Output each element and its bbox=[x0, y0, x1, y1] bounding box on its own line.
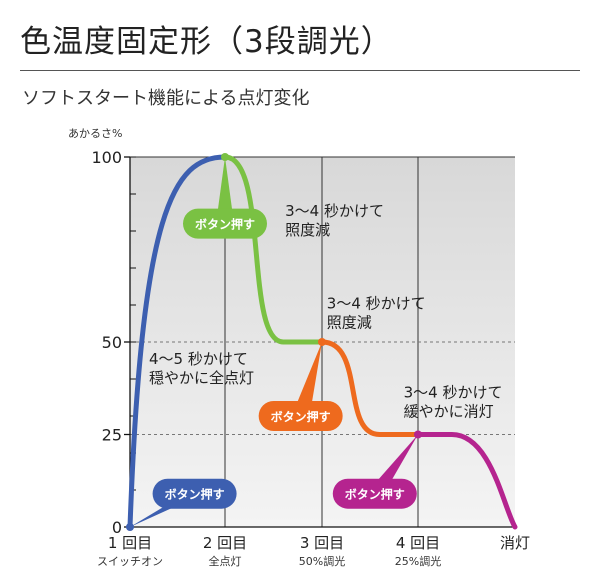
series-line bbox=[222, 154, 325, 345]
callout-label: ボタン押す bbox=[195, 217, 255, 232]
annotation-text: 照度減 bbox=[327, 314, 372, 332]
series-line bbox=[319, 339, 421, 437]
annotation-text: 4〜5 秒かけて bbox=[149, 350, 248, 368]
callout-label: ボタン押す bbox=[271, 409, 331, 424]
y-tick-label: 50 bbox=[102, 333, 122, 352]
y-tick-label: 25 bbox=[102, 426, 122, 445]
x-tick-label: 消灯 bbox=[500, 534, 530, 552]
callout-badge bbox=[332, 478, 417, 509]
y-tick-label: 0 bbox=[112, 518, 122, 537]
callout-label: ボタン押す bbox=[345, 487, 405, 502]
callout-badge bbox=[258, 401, 343, 431]
annotation-text: 3〜4 秒かけて bbox=[285, 202, 384, 220]
annotation-text: 3〜4 秒かけて bbox=[404, 384, 503, 402]
button-callout: ボタン押す bbox=[130, 478, 237, 527]
annotation-text: 緩やかに消灯 bbox=[404, 403, 494, 421]
series-line bbox=[415, 432, 518, 530]
x-tick-label: 2 回目 bbox=[203, 534, 247, 552]
x-tick-sublabel: スイッチオン bbox=[97, 555, 163, 568]
x-tick-label: 3 回目 bbox=[300, 534, 344, 552]
callout-pointer bbox=[130, 493, 204, 527]
title-divider bbox=[20, 70, 580, 71]
callout-pointer bbox=[291, 342, 322, 416]
y-axis-label: あかるさ% bbox=[68, 127, 122, 140]
button-callout: ボタン押す bbox=[258, 342, 343, 431]
x-tick-label: 4 回目 bbox=[396, 534, 440, 552]
x-tick-label: 1 回目 bbox=[108, 534, 152, 552]
x-tick-sublabel: 50%調光 bbox=[299, 554, 345, 568]
y-tick-label: 100 bbox=[91, 148, 122, 167]
callout-badge bbox=[183, 208, 267, 239]
callout-label: ボタン押す bbox=[165, 487, 225, 502]
annotation-text: 3〜4 秒かけて bbox=[327, 295, 426, 313]
annotation-text: 照度減 bbox=[285, 221, 330, 239]
button-callout: ボタン押す bbox=[332, 434, 418, 509]
callout-pointer bbox=[216, 157, 234, 224]
x-tick-sublabel: 25%調光 bbox=[395, 554, 441, 568]
page-title: 色温度固定形（3段調光） bbox=[20, 24, 393, 60]
series-line bbox=[127, 154, 228, 530]
x-tick-sublabel: 全点灯 bbox=[209, 554, 242, 568]
annotation-text: 穏やかに全点灯 bbox=[149, 369, 254, 387]
callout-pointer bbox=[365, 434, 418, 494]
button-callout: ボタン押す bbox=[183, 157, 267, 239]
page-subtitle: ソフトスタート機能による点灯変化 bbox=[22, 88, 310, 109]
callout-badge bbox=[152, 478, 237, 509]
